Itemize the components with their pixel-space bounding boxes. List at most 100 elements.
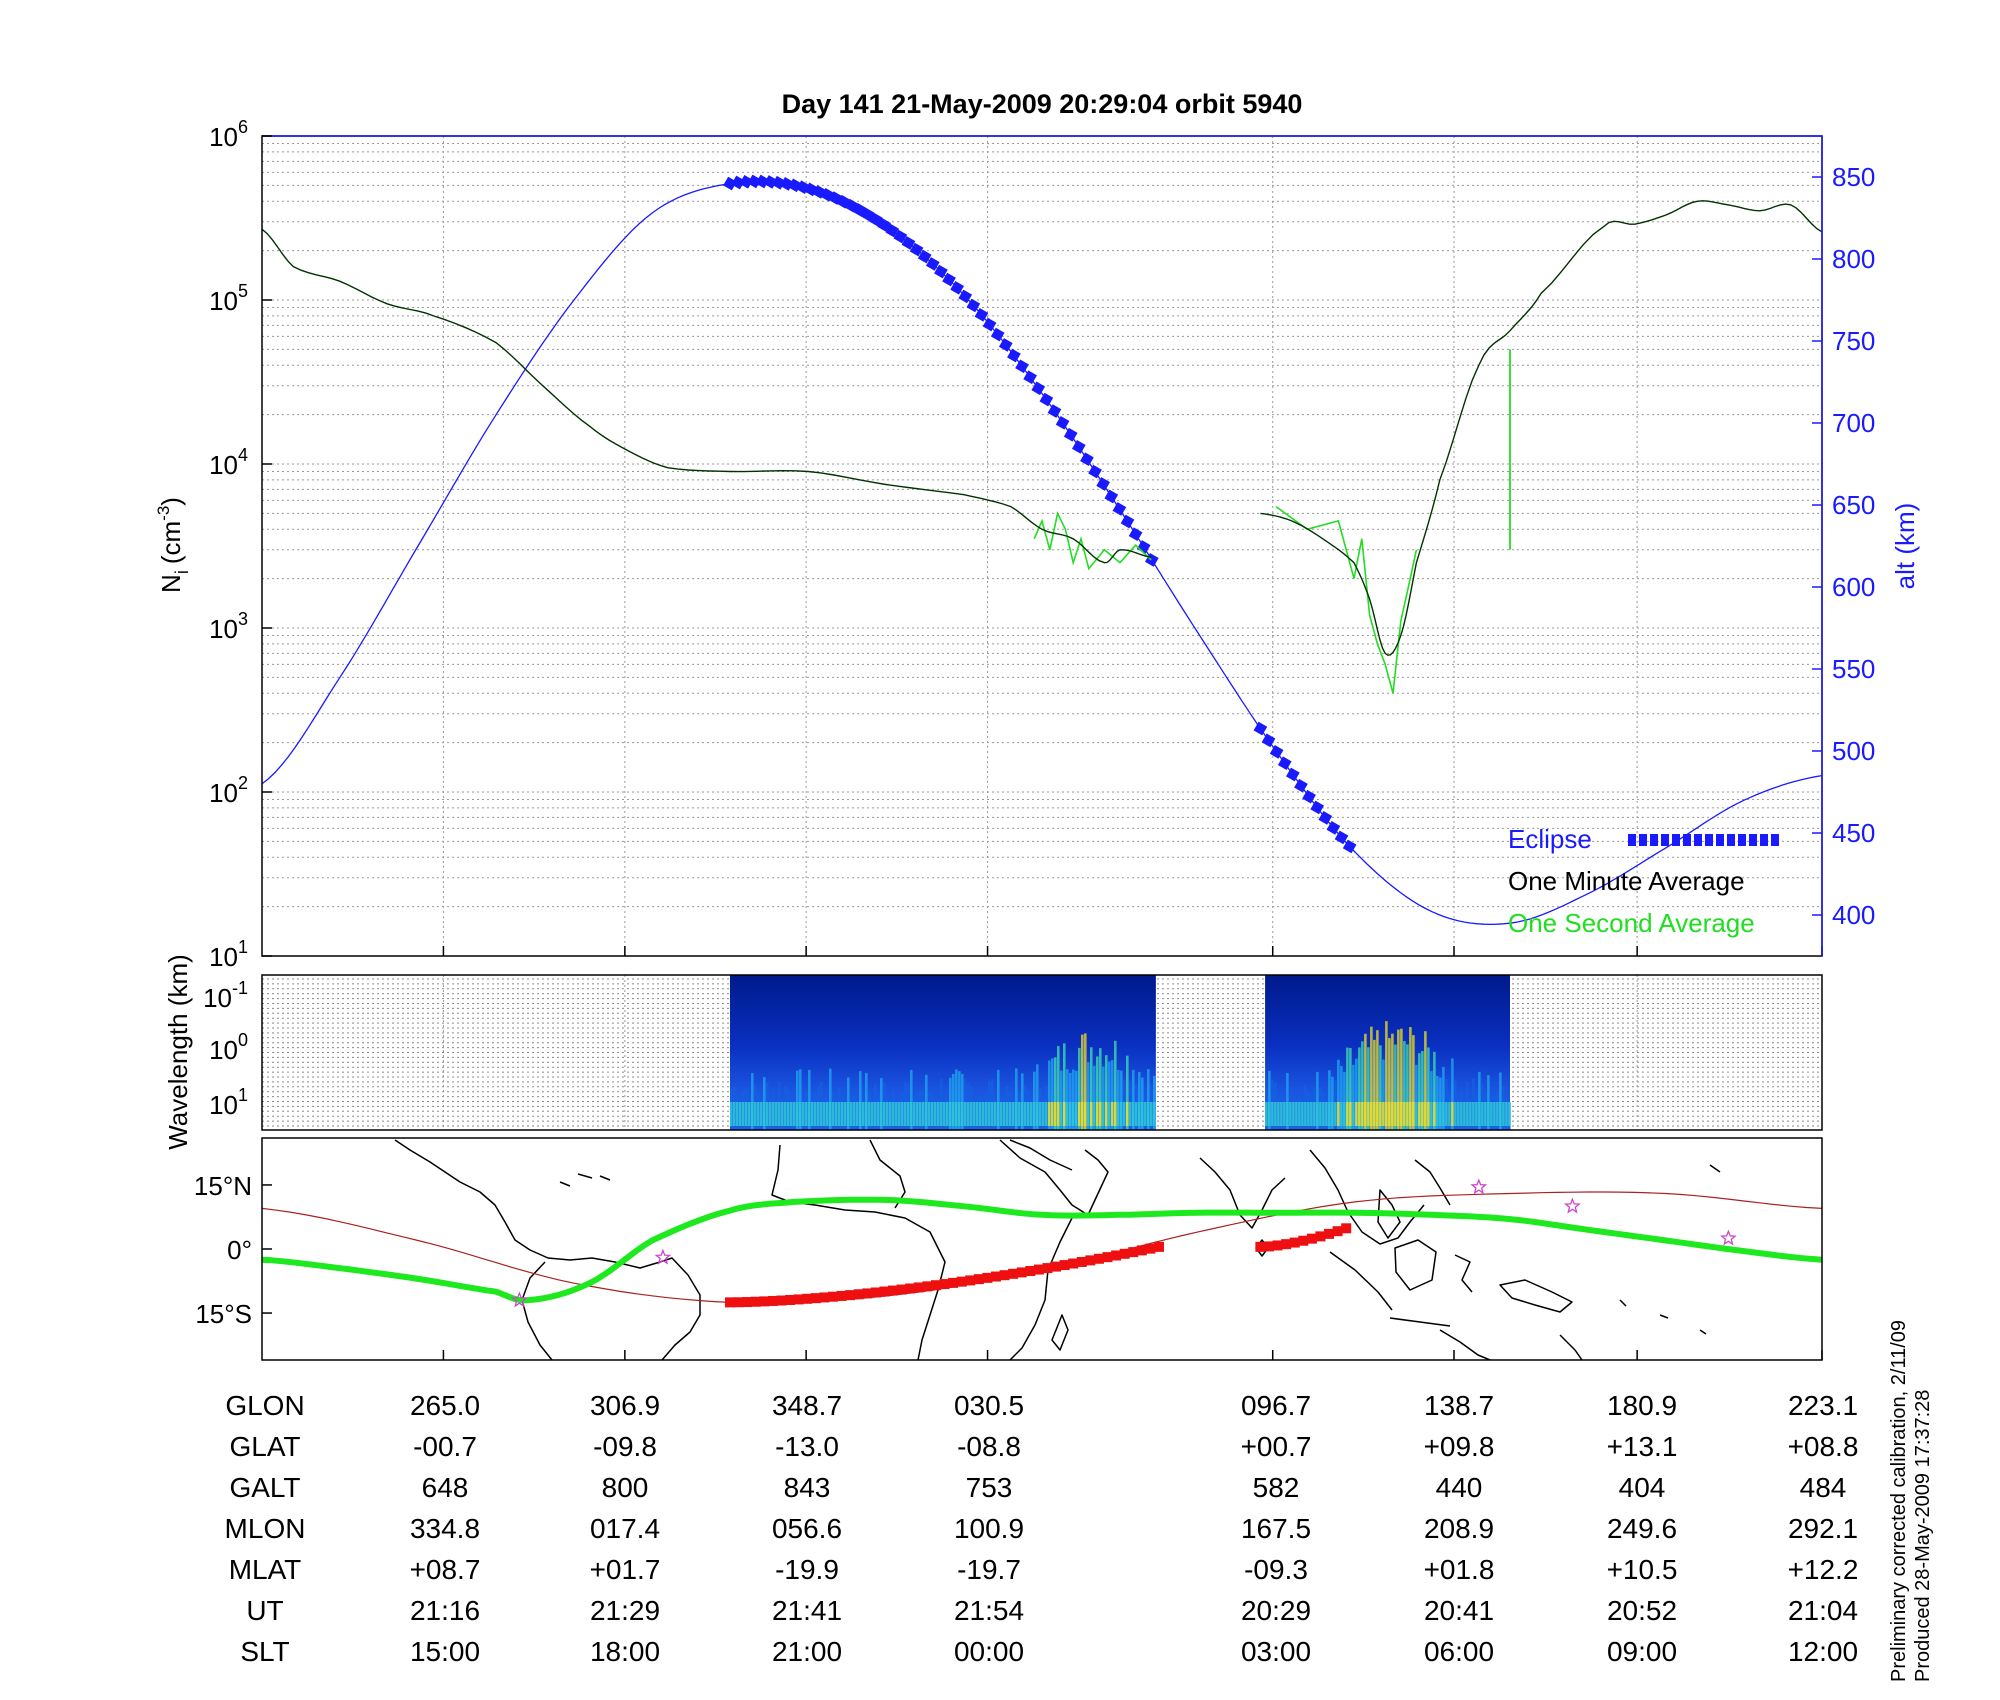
spectrogram-low-band: [931, 1102, 934, 1126]
spectrogram-low-band: [1472, 1102, 1475, 1126]
spectrogram-low-band: [769, 1102, 772, 1126]
legend-second-label: One Second Average: [1508, 908, 1755, 938]
spectrogram-low-band: [988, 1102, 991, 1126]
table-row-label: UT: [246, 1595, 284, 1626]
spectrogram-low-band: [1379, 1102, 1382, 1126]
spectrogram-column: [808, 1069, 811, 1130]
spectrogram-low-band: [1469, 1102, 1472, 1126]
legend-eclipse-square: [1683, 834, 1691, 846]
spectrogram-low-band: [1268, 1102, 1271, 1126]
coast-caribbean: [559, 1173, 611, 1187]
y-tick-label: 103: [209, 609, 248, 644]
spectrogram-low-band: [829, 1102, 832, 1126]
spectrogram-low-band: [856, 1102, 859, 1126]
eclipse-marker: [747, 174, 762, 189]
spectrogram-low-band: [853, 1102, 856, 1126]
spectrogram-low-band: [1063, 1102, 1066, 1126]
spectrogram-column: [1051, 1058, 1054, 1130]
eclipse-marker: [917, 249, 932, 264]
spectrogram-low-band: [1478, 1102, 1481, 1126]
eclipse-marker: [958, 289, 973, 304]
eclipse-marker: [1096, 477, 1110, 491]
table-row-label: MLAT: [228, 1554, 302, 1585]
footnote-line2: Produced 28-May-2009 17:37:28: [1912, 1389, 1934, 1682]
spectrogram-low-band: [1328, 1102, 1331, 1126]
spectrogram-column: [958, 1071, 961, 1130]
spectrogram-column: [1499, 1072, 1502, 1130]
table-cell: 292.1: [1787, 1513, 1859, 1544]
spectrogram-low-band: [796, 1102, 799, 1126]
spectrogram-low-band: [892, 1102, 895, 1126]
spectrogram-low-band: [1051, 1102, 1054, 1126]
table-cell: 265.0: [409, 1390, 481, 1421]
spectrogram-low-band: [1081, 1102, 1084, 1126]
eclipse-track-marker: [1025, 1266, 1036, 1276]
spectrogram-low-band: [1364, 1102, 1367, 1126]
ylabel-unit-exp: -3: [154, 506, 173, 521]
spectrogram-low-band: [1373, 1102, 1376, 1126]
table-cell: 20:41: [1423, 1595, 1495, 1626]
coast-east-africa: [999, 1139, 1109, 1216]
eclipse-track-marker: [819, 1292, 830, 1303]
spectrogram-low-band: [1367, 1102, 1370, 1126]
spectrogram-low-band: [820, 1102, 823, 1126]
spectrogram-low-band: [1036, 1102, 1039, 1126]
spectrogram-low-band: [1274, 1102, 1277, 1126]
table-cell: 404: [1618, 1472, 1666, 1503]
spectrogram-column: [1084, 1033, 1087, 1130]
spectrogram-column: [955, 1069, 958, 1130]
spectrogram-low-band: [1490, 1102, 1493, 1126]
spectrogram-low-band: [1105, 1102, 1108, 1126]
spectrogram-low-band: [1424, 1102, 1427, 1126]
spectrogram-low-band: [976, 1102, 979, 1126]
ground-track-line: [262, 1196, 1822, 1304]
spectrogram-low-band: [1415, 1102, 1418, 1126]
spectrogram-column: [1367, 1047, 1370, 1130]
spectrogram-low-band: [919, 1102, 922, 1126]
spectrogram-column: [1328, 1070, 1331, 1130]
spectrogram-column: [952, 1073, 955, 1130]
spectrogram-low-band: [790, 1102, 793, 1126]
spectrogram-low-band: [1388, 1102, 1391, 1126]
eclipse-ground-track: [725, 1223, 1352, 1308]
spectrogram-low-band: [1310, 1102, 1313, 1126]
spectrogram-low-band: [760, 1102, 763, 1126]
spectrogram-low-band: [1090, 1102, 1093, 1126]
y2-tick-label: 850: [1832, 162, 1875, 192]
map-y-tick-label: 15°N: [194, 1171, 252, 1201]
spectrogram-low-band: [1430, 1102, 1433, 1126]
spectrogram-y-tick-label: 101: [209, 1085, 248, 1120]
spectrogram-low-band: [937, 1102, 940, 1126]
spectrogram-column: [1400, 1028, 1403, 1130]
spectrogram-low-band: [862, 1102, 865, 1126]
eclipse-track-marker: [1263, 1241, 1274, 1252]
map-y-tick-label: 15°S: [195, 1299, 252, 1329]
eclipse-track-marker: [733, 1297, 744, 1308]
eclipse-marker: [974, 307, 989, 322]
table-cell: 21:04: [1787, 1595, 1859, 1626]
coast-arabia: [1009, 1139, 1073, 1171]
spectrogram-low-band: [1114, 1102, 1117, 1126]
spectrogram-low-band: [1499, 1102, 1502, 1126]
spectrogram-column: [829, 1068, 832, 1130]
spectrogram-low-band: [1409, 1102, 1412, 1126]
table-cell: +08.8: [1787, 1431, 1859, 1462]
spectrogram-low-band: [1394, 1102, 1397, 1126]
spectrogram-low-band: [1457, 1102, 1460, 1126]
one-minute-average-series: [262, 200, 1822, 656]
y2-tick-label: 700: [1832, 408, 1875, 438]
legend-eclipse-square: [1771, 834, 1779, 846]
spectrogram-low-band: [1382, 1102, 1385, 1126]
eclipse-track-marker: [845, 1290, 856, 1301]
eclipse-track-marker: [1102, 1252, 1113, 1263]
legend-eclipse-square: [1639, 834, 1647, 846]
spectrogram-column: [1337, 1059, 1340, 1130]
coast-australia: [1439, 1329, 1491, 1360]
spectrogram-column: [1397, 1029, 1400, 1130]
eclipse-marker: [731, 175, 745, 190]
coast-new-guinea: [1499, 1279, 1573, 1313]
spectrogram-low-band: [784, 1102, 787, 1126]
eclipse-marker: [909, 242, 924, 257]
spectrogram-column: [1054, 1057, 1057, 1130]
spectrogram-low-band: [1069, 1102, 1072, 1126]
